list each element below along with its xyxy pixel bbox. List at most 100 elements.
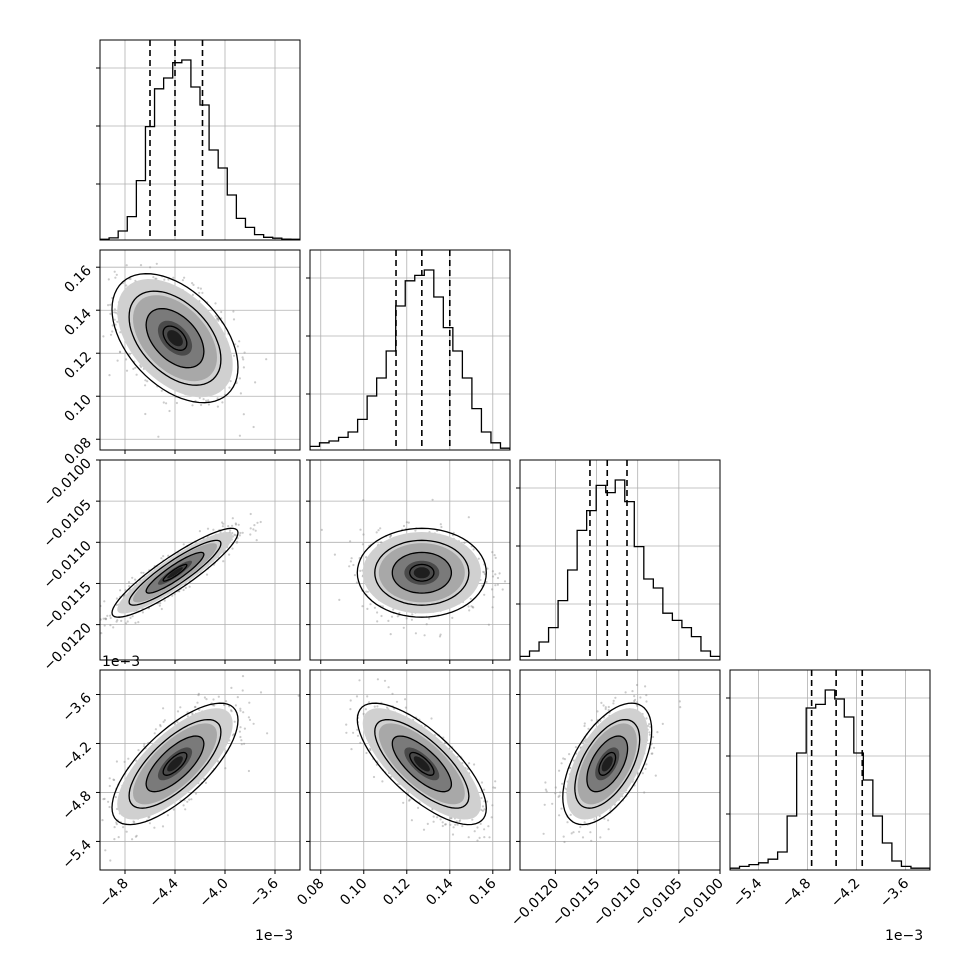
sample-point xyxy=(350,557,353,560)
sample-point xyxy=(191,282,194,285)
sample-point xyxy=(468,762,471,765)
sample-point xyxy=(182,804,185,807)
sample-point xyxy=(239,707,242,710)
sample-point xyxy=(494,780,497,783)
sample-point xyxy=(436,816,439,819)
sample-point xyxy=(338,598,341,602)
sample-point xyxy=(115,823,118,826)
sample-point xyxy=(129,616,132,620)
sample-point xyxy=(240,743,243,746)
sample-point xyxy=(583,821,586,824)
sample-point xyxy=(149,266,152,269)
sample-point xyxy=(440,525,443,529)
sample-point xyxy=(231,734,235,737)
sample-point xyxy=(234,343,237,346)
sample-point xyxy=(476,826,479,829)
sample-point xyxy=(643,791,646,794)
sample-point xyxy=(114,796,117,799)
sample-point xyxy=(115,760,118,763)
sample-point xyxy=(439,633,442,636)
sample-point xyxy=(127,581,131,584)
sample-point xyxy=(167,554,170,557)
sample-point xyxy=(207,399,210,402)
sample-point xyxy=(242,358,245,361)
sample-point xyxy=(107,800,110,803)
sample-point xyxy=(243,742,246,745)
sample-point xyxy=(407,521,410,524)
sample-point xyxy=(230,709,233,712)
sample-point xyxy=(101,819,104,822)
sample-point xyxy=(405,521,408,524)
sample-point xyxy=(230,686,233,690)
sample-point xyxy=(387,619,390,623)
sample-point xyxy=(212,698,215,701)
sample-point xyxy=(102,335,105,338)
sample-point xyxy=(373,606,376,609)
sample-point xyxy=(221,525,224,528)
sample-point xyxy=(473,763,476,766)
sample-point xyxy=(444,823,447,826)
sample-point xyxy=(452,826,455,829)
sample-point xyxy=(467,605,470,608)
sample-point xyxy=(648,723,651,726)
sample-point xyxy=(232,354,236,357)
sample-point xyxy=(496,576,500,580)
sample-point xyxy=(186,715,189,718)
sample-point xyxy=(163,719,166,722)
sample-point xyxy=(202,398,205,401)
histogram-step xyxy=(310,269,510,450)
sample-point xyxy=(650,752,653,755)
sample-point xyxy=(383,679,387,682)
sample-point xyxy=(236,540,239,543)
sample-point xyxy=(377,529,380,532)
sample-point xyxy=(134,578,137,581)
sample-point xyxy=(408,798,411,801)
sample-point xyxy=(241,675,245,678)
sample-point xyxy=(231,517,234,520)
panel-frame xyxy=(309,459,511,661)
sample-point xyxy=(491,551,494,554)
sample-point xyxy=(100,632,103,635)
sample-point xyxy=(109,333,113,336)
sample-point xyxy=(410,819,413,822)
contour-line xyxy=(391,551,453,594)
sample-point xyxy=(102,617,105,620)
sample-point xyxy=(480,796,483,800)
sample-point xyxy=(492,786,495,789)
sample-point xyxy=(91,837,93,839)
sample-point xyxy=(451,616,454,620)
sample-point xyxy=(97,326,99,328)
density-level xyxy=(167,756,183,772)
sample-point xyxy=(142,571,145,574)
sample-point xyxy=(431,498,434,501)
scatter-panel-3-2 xyxy=(516,669,721,874)
sample-point xyxy=(109,614,112,617)
sample-point xyxy=(477,557,480,560)
sample-point xyxy=(216,397,219,400)
sample-point xyxy=(158,604,161,607)
contour-line xyxy=(145,551,205,594)
sample-point xyxy=(179,706,182,709)
sample-point xyxy=(117,836,120,839)
sample-point xyxy=(104,617,108,620)
sample-point xyxy=(147,816,150,819)
sample-point xyxy=(165,402,168,405)
sample-point xyxy=(232,318,236,321)
sample-point xyxy=(467,836,470,839)
sample-point xyxy=(234,522,237,525)
panel-frame xyxy=(519,459,721,661)
sample-point xyxy=(108,805,111,809)
sample-point xyxy=(131,615,134,618)
scatter-panel-1-0 xyxy=(96,249,301,454)
sample-point xyxy=(167,278,170,281)
sample-point xyxy=(389,534,392,537)
sample-point xyxy=(115,620,118,623)
sample-point xyxy=(356,728,359,731)
sample-point xyxy=(503,580,507,583)
sample-point xyxy=(123,760,126,764)
sample-point xyxy=(345,731,348,734)
sample-point xyxy=(348,565,351,568)
sample-point xyxy=(242,711,245,714)
sample-point xyxy=(191,712,194,715)
sample-point xyxy=(249,533,252,536)
